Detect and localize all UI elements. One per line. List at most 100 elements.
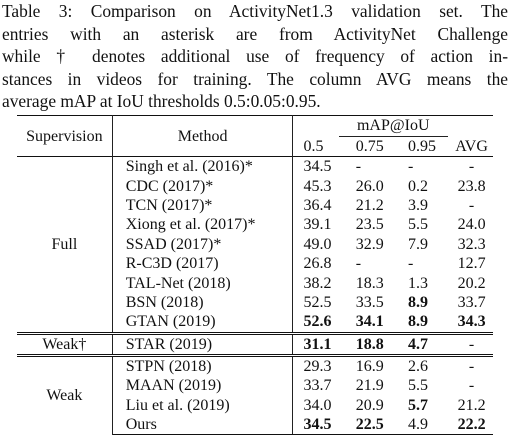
value-cell: - <box>355 255 362 273</box>
method-cell: Ours <box>112 415 294 435</box>
value-cell-bold: 22.5 <box>345 415 398 435</box>
value-cell-bold: 22.2 <box>450 415 493 435</box>
value-cell: - <box>345 156 398 177</box>
value-cell: 21.9 <box>355 377 384 395</box>
method-cell: SSAD (2017)* <box>112 234 294 254</box>
value-cell: 23.8 <box>457 177 486 195</box>
value-cell: 32.9 <box>355 235 384 253</box>
method-cell: STAR (2019) <box>112 331 294 356</box>
col-header: 0.5 <box>303 138 324 155</box>
table-caption: Table 3: Comparison on ActivityNet1.3 va… <box>2 0 508 113</box>
value-cell: 23.5 <box>355 216 384 234</box>
value-cell: 5.5 <box>407 377 428 395</box>
value-cell: 26.8 <box>303 255 332 273</box>
method-cell: MAAN (2019) <box>112 376 294 396</box>
header-row: Supervision Method mAP@IoU <box>17 115 493 157</box>
map-iou-label: mAP@IoU <box>338 116 448 137</box>
method-header: Method <box>112 115 294 157</box>
method-cell: TAL-Net (2018) <box>112 273 294 293</box>
map-iou-header: mAP@IoU <box>292 115 493 137</box>
col-header: 0.75 <box>355 138 384 155</box>
table-row: Weak STPN (2018) 29.3 16.9 2.6 - <box>17 353 493 435</box>
table-row: Liu et al. (2019) 34.0 20.9 5.7 21.2 <box>17 395 493 416</box>
value-cell: 34.0 <box>303 396 332 414</box>
value-cell: 21.2 <box>355 196 384 214</box>
value-cell: 3.9 <box>407 196 428 214</box>
value-cell: 34.5 <box>292 156 346 177</box>
group-label-full: Full <box>17 156 113 334</box>
value-cell: 5.5 <box>407 216 428 234</box>
col-header: AVG <box>455 138 488 155</box>
method-cell: Xiong et al. (2017)* <box>112 215 294 235</box>
table-row: TCN (2017)* 36.4 21.2 3.9 - <box>17 195 493 216</box>
value-cell: 4.9 <box>397 415 451 435</box>
value-cell: 39.1 <box>303 216 332 234</box>
caption-line: average mAP at IoU thresholds 0.5:0.05:0… <box>2 91 321 112</box>
value-cell-bold: 34.5 <box>292 415 346 435</box>
method-cell: TCN (2017)* <box>112 195 294 216</box>
value-cell: 20.9 <box>355 396 384 414</box>
table-row: MAAN (2019) 33.7 21.9 5.5 - <box>17 376 493 396</box>
table-row: Weak† STAR (2019) 31.1 18.8 4.7 - <box>17 331 493 356</box>
value-cell: 36.4 <box>303 196 332 214</box>
value-cell-bold: 34.3 <box>457 313 486 331</box>
value-cell: - <box>450 353 493 377</box>
caption-line: while † denotes additional use of freque… <box>2 46 508 67</box>
method-cell: Singh et al. (2016)* <box>112 156 294 177</box>
value-cell: - <box>450 331 493 356</box>
method-cell: GTAN (2019) <box>112 312 294 334</box>
value-cell: 33.7 <box>457 293 486 311</box>
value-cell: 32.3 <box>457 235 486 253</box>
value-cell: - <box>407 255 414 273</box>
supervision-header: Supervision <box>17 115 113 157</box>
value-cell: 12.7 <box>457 255 486 273</box>
value-cell: 7.9 <box>407 235 428 253</box>
value-cell: 33.5 <box>355 293 384 311</box>
value-cell: 29.3 <box>292 353 346 377</box>
value-cell: 1.3 <box>407 274 428 292</box>
value-cell: - <box>468 377 475 395</box>
method-cell: STPN (2018) <box>112 353 294 377</box>
value-cell: 45.3 <box>303 177 332 195</box>
method-cell: BSN (2018) <box>112 292 294 313</box>
value-cell: 0.2 <box>407 177 428 195</box>
value-cell-bold: 4.7 <box>397 331 451 356</box>
value-cell-bold: 5.7 <box>407 396 428 414</box>
caption-line: Table 3: Comparison on ActivityNet1.3 va… <box>2 1 508 21</box>
value-cell-bold: 8.9 <box>407 293 428 311</box>
value-cell-bold: 8.9 <box>407 313 428 331</box>
value-cell: 16.9 <box>345 353 398 377</box>
value-cell: 52.5 <box>303 293 332 311</box>
value-cell: - <box>450 156 493 177</box>
table-row: R-C3D (2017) 26.8 - - 12.7 <box>17 253 493 274</box>
subheader-row: 0.5 0.75 0.95 AVG <box>17 137 493 157</box>
results-table: Supervision Method mAP@IoU 0.5 0.75 0.95… <box>17 115 493 435</box>
value-cell: 21.2 <box>457 396 486 414</box>
table-row: CDC (2017)* 45.3 26.0 0.2 23.8 <box>17 176 493 196</box>
value-cell: - <box>468 196 475 214</box>
value-cell: 49.0 <box>303 235 332 253</box>
value-cell-bold: 34.1 <box>355 313 384 331</box>
group-label-weak: Weak <box>17 353 113 435</box>
table-row: BSN (2018) 52.5 33.5 8.9 33.7 <box>17 292 493 313</box>
value-cell: 24.0 <box>457 216 486 234</box>
value-cell: 2.6 <box>397 353 451 377</box>
value-cell-bold: 31.1 <box>292 331 346 356</box>
caption-line: stances in videos for training. The colu… <box>2 68 508 89</box>
col-header: 0.95 <box>407 138 436 155</box>
value-cell: - <box>397 156 451 177</box>
table-row: GTAN (2019) 52.6 34.1 8.9 34.3 <box>17 312 493 334</box>
value-cell: 33.7 <box>303 377 332 395</box>
table-row: TAL-Net (2018) 38.2 18.3 1.3 20.2 <box>17 273 493 293</box>
value-cell: 18.3 <box>355 274 384 292</box>
caption-line: entries with an asterisk are from Activi… <box>2 23 508 44</box>
method-cell: Liu et al. (2019) <box>112 395 294 416</box>
method-cell: R-C3D (2017) <box>112 253 294 274</box>
value-cell-bold: 52.6 <box>303 313 332 331</box>
method-cell: CDC (2017)* <box>112 176 294 196</box>
table-row: Full Singh et al. (2016)* 34.5 - - - <box>17 156 493 334</box>
group-label-weak-dagger: Weak† <box>17 331 113 356</box>
table-row: SSAD (2017)* 49.0 32.9 7.9 32.3 <box>17 234 493 254</box>
table-row: Xiong et al. (2017)* 39.1 23.5 5.5 24.0 <box>17 215 493 235</box>
value-cell: 38.2 <box>303 274 332 292</box>
